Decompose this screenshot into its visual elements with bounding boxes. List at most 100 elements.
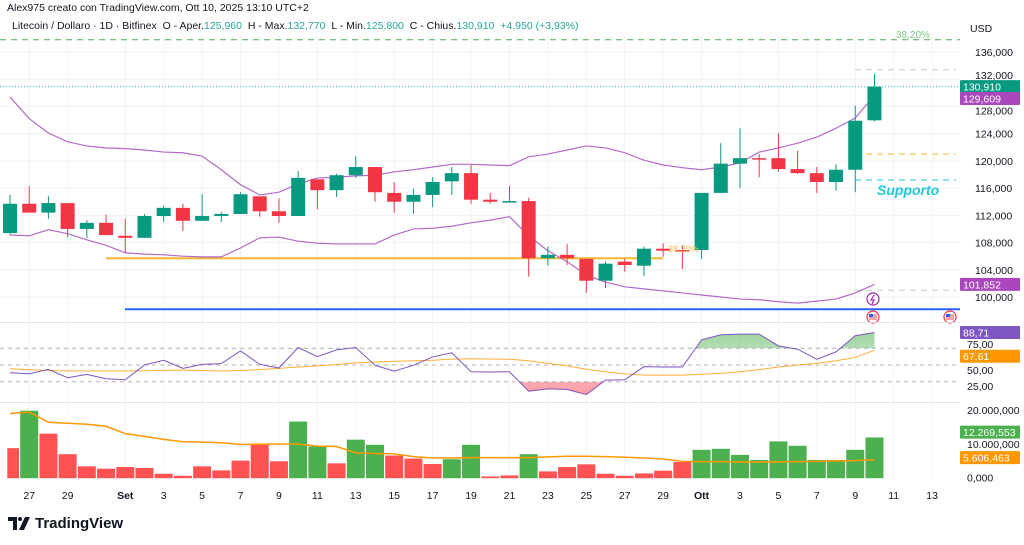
volume-bar[interactable] [634,472,654,479]
candle-body[interactable] [156,207,171,217]
candle-body[interactable] [598,263,613,281]
candle-body[interactable] [521,201,536,259]
candles[interactable] [3,73,882,293]
volume-bar[interactable] [480,475,500,479]
volume-bar[interactable] [826,459,846,479]
candle-body[interactable] [118,235,133,238]
candle-body[interactable] [79,222,94,229]
volume-bar[interactable] [211,469,231,479]
candle-body[interactable] [60,203,75,229]
volume-bar[interactable] [538,470,558,479]
candle-body[interactable] [675,250,690,252]
volume-bar[interactable] [730,454,750,479]
volume-bar[interactable] [442,458,462,479]
candle-body[interactable] [483,199,498,202]
volume-bar[interactable] [711,448,731,479]
volume-bar[interactable] [615,475,635,479]
candle-body[interactable] [310,179,325,191]
volume-bar[interactable] [173,475,193,479]
candle-body[interactable] [99,222,114,236]
support-annotation[interactable]: Supporto [877,182,940,198]
volume-bar[interactable] [576,463,596,479]
volume-bar[interactable] [403,457,424,479]
volume-bar[interactable] [691,449,712,479]
candle-body[interactable] [464,173,479,200]
candle-body[interactable] [406,194,421,202]
candle-body[interactable] [348,167,363,176]
volume-bar[interactable] [307,445,327,479]
volume-bar[interactable] [6,447,20,479]
volume-bar[interactable] [326,462,347,479]
candle-body[interactable] [233,194,248,214]
candle-body[interactable] [444,173,459,182]
volume-bar[interactable] [384,454,404,479]
candle-body[interactable] [636,248,651,266]
volume-bar[interactable] [499,474,520,479]
candle-body[interactable] [771,158,786,170]
volume-bar[interactable] [250,444,270,479]
volume-bar[interactable] [365,444,385,479]
candle-body[interactable] [271,211,286,217]
candle-body[interactable] [425,181,440,195]
candle-body[interactable] [367,167,382,193]
candle-body[interactable] [752,158,767,160]
candle-body[interactable] [790,169,805,174]
candle-body[interactable] [252,196,267,212]
candle-body[interactable] [732,158,747,164]
volume-bar[interactable] [845,449,865,479]
candle-body[interactable] [387,192,402,202]
us-flag-event-icon[interactable] [866,310,880,324]
price-scale[interactable]: 136,000 132,000 128,000 124,000 120,000 116,0… [967,47,1020,485]
volume-bar[interactable] [749,459,769,479]
us-flag-event-icon[interactable] [943,310,957,324]
volume-bar[interactable] [230,460,251,479]
volume-bar[interactable] [96,468,116,479]
volume-bar[interactable] [461,444,481,479]
candle-body[interactable] [329,175,344,191]
candle-body[interactable] [291,177,306,217]
volume-bar[interactable] [19,410,39,479]
candle-body[interactable] [809,173,824,182]
volume-bar[interactable] [346,439,366,479]
volume-bar[interactable] [134,467,155,479]
volume-bar[interactable] [269,460,289,479]
candle-body[interactable] [502,201,517,203]
volume-bar[interactable] [77,465,97,479]
candle-body[interactable] [195,216,210,221]
candle-body[interactable] [848,120,863,170]
time-scale[interactable]: 27 29 Set 3 5 7 9 11 13 15 17 19 21 23 25 27 29 Ott 3 5 7 9 11… [23,490,938,502]
candle-body[interactable] [175,207,190,221]
candle-body[interactable] [829,169,844,182]
candle-body[interactable] [694,192,709,251]
volume-bar[interactable] [672,461,692,479]
volume-bar[interactable] [192,465,212,479]
candle-body[interactable] [560,254,575,259]
volume-bar[interactable] [38,433,59,479]
volume-bar[interactable] [807,459,827,479]
candle-body[interactable] [3,203,17,234]
volume-bar[interactable] [423,463,443,479]
candle-body[interactable] [540,254,555,259]
tradingview-logo[interactable]: TradingView [8,515,123,532]
volume-bar[interactable] [557,466,577,479]
volume-bar[interactable] [519,453,539,479]
candle-body[interactable] [214,213,229,217]
lightning-icon[interactable] [866,292,880,306]
candle-body[interactable] [867,86,882,121]
volume-bar[interactable] [115,466,135,479]
volume-bar[interactable] [288,420,308,479]
candle-body[interactable] [137,216,152,238]
volume-bar[interactable] [864,436,885,479]
volume-bar[interactable] [768,440,788,479]
candle-body[interactable] [579,258,594,281]
volume-bar[interactable] [595,473,616,479]
candle-body[interactable] [617,261,632,266]
candle-body[interactable] [41,203,56,213]
volume-bar[interactable] [154,473,174,479]
candle-body[interactable] [22,203,37,213]
volume-bar[interactable] [58,453,78,479]
symbol-title[interactable]: Litecoin / Dollaro · 1D · Bitfinex [12,20,157,32]
candle-body[interactable] [656,248,671,251]
volume-bar[interactable] [653,470,673,479]
